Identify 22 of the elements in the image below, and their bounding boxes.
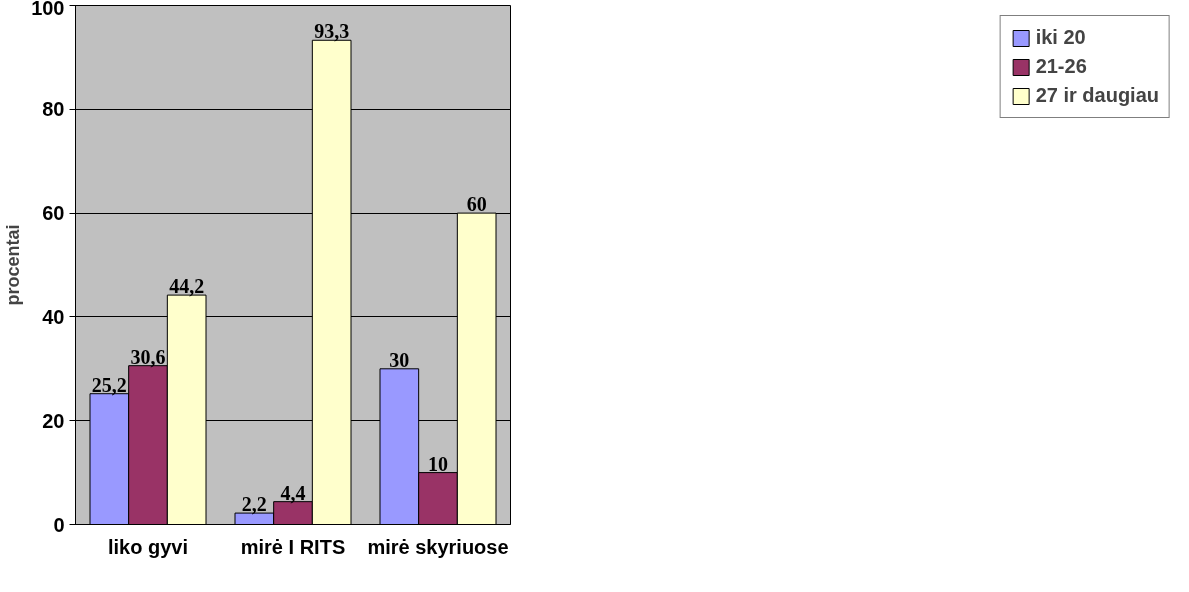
data-label: 10 [428,452,448,475]
data-label: 30,6 [130,345,166,368]
legend-label: 27 ir daugiau [1035,84,1159,107]
y-tick-label: 80 [42,98,65,121]
legend-label: 21-26 [1035,55,1087,78]
y-tick-label: 40 [42,305,65,328]
x-tick-label: liko gyvi [107,535,189,558]
data-label: 30 [389,348,410,371]
data-label: 4,4 [280,481,306,504]
y-tick-label: 60 [42,202,65,225]
y-tick-label: 0 [53,513,65,536]
y-tick-label: 20 [42,409,65,432]
x-tick-label: mirė I RITS [240,535,346,558]
y-tick-label: 100 [31,0,65,19]
data-label: 2,2 [241,493,267,516]
legend-label: iki 20 [1035,26,1086,49]
y-axis-title: procentai [3,224,24,306]
data-label: 60 [466,193,487,216]
data-label: 44,2 [169,275,205,298]
data-label: 93,3 [314,20,350,43]
x-tick-label: mirė skyriuose [367,535,509,558]
data-label: 25,2 [91,373,127,396]
